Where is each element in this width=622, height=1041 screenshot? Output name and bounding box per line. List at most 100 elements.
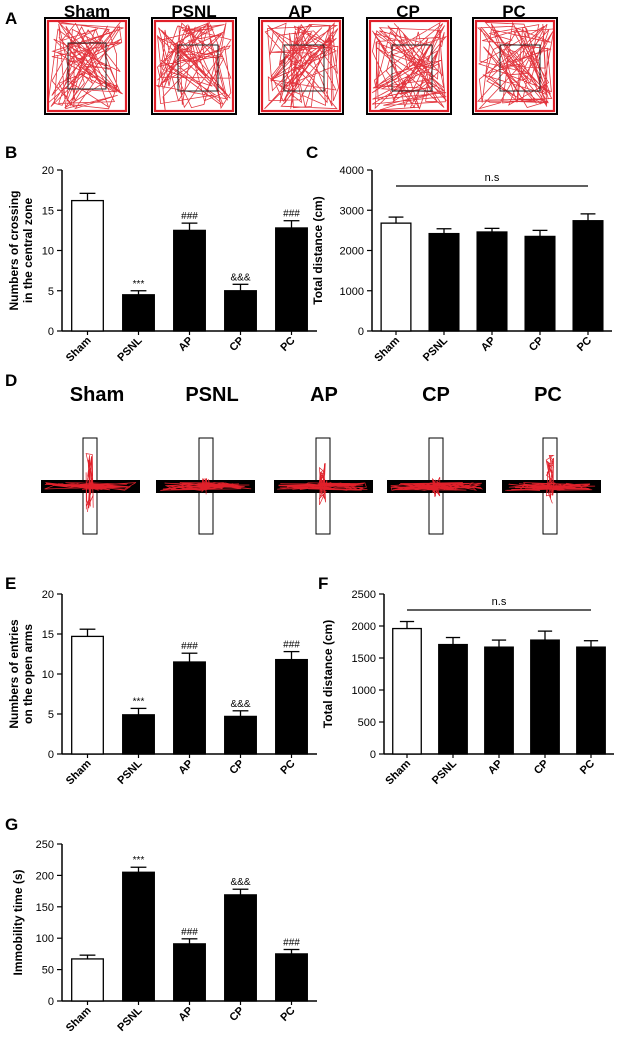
bar-cp — [530, 639, 560, 755]
bar-sham — [392, 627, 422, 755]
track-path — [47, 21, 124, 110]
open-field-track-icon — [46, 19, 128, 113]
open-field-pc: PC — [472, 2, 558, 115]
y-tick-label: 10 — [42, 246, 54, 258]
panel-letter: F — [318, 574, 328, 593]
track-wall-trace — [260, 19, 342, 113]
bar-ap — [484, 646, 514, 755]
y-tick-label: 1500 — [352, 653, 376, 665]
panel-letter: G — [5, 815, 18, 834]
track-path — [85, 453, 94, 513]
bar-ap — [173, 943, 206, 1002]
significance-label: &&& — [230, 877, 250, 888]
x-tick-label: AP — [486, 758, 505, 777]
significance-label: *** — [133, 696, 145, 707]
x-tick-label: PSNL — [421, 334, 450, 363]
plus-maze-track-icon — [505, 455, 596, 504]
open-field-label: AP — [288, 2, 312, 21]
track-path — [201, 478, 211, 495]
x-tick-label: PC — [575, 335, 594, 354]
track-path — [477, 21, 555, 110]
track-path — [318, 463, 328, 506]
y-tick-label: 100 — [36, 933, 54, 945]
track-path — [371, 21, 448, 111]
track-wall-trace — [474, 19, 556, 113]
panel-letter: E — [5, 574, 16, 593]
center-zone — [391, 44, 433, 92]
x-tick-label: PSNL — [115, 757, 144, 786]
bar-pc — [576, 646, 606, 755]
y-tick-label: 250 — [36, 839, 54, 851]
center-zone — [499, 44, 541, 92]
panel-letter-d: D — [5, 371, 17, 390]
bar-psnl — [122, 714, 155, 755]
x-tick-label: CP — [227, 335, 246, 354]
y-tick-label: 5 — [48, 286, 54, 298]
y-axis-label: Total distance (cm) — [311, 196, 325, 304]
plus-maze-sham: Sham — [41, 384, 140, 535]
bar-cp — [524, 235, 556, 332]
bar-cp — [224, 290, 257, 332]
open-field-label: PSNL — [171, 2, 216, 21]
track-path — [44, 482, 137, 491]
bar-sham — [71, 635, 104, 755]
y-tick-label: 3000 — [340, 205, 364, 217]
significance-label: ### — [181, 641, 198, 652]
track-path — [545, 455, 555, 504]
x-tick-label: Sham — [383, 757, 413, 787]
track-wall-trace — [368, 19, 450, 113]
track-wall-trace — [153, 19, 235, 113]
significance-label: &&& — [230, 699, 250, 710]
ns-label: n.s — [492, 596, 507, 608]
track-path — [277, 482, 368, 491]
panel-letter: B — [5, 143, 17, 162]
y-tick-label: 2000 — [352, 621, 376, 633]
plus-maze-label: PSNL — [185, 384, 238, 406]
y-axis-label-line: Immobility time (s) — [11, 869, 25, 975]
y-axis-label-line: Numbers of entries — [7, 619, 21, 729]
significance-label: ### — [283, 640, 300, 651]
significance-label: ### — [181, 211, 198, 222]
y-axis-label: Total distance (cm) — [321, 620, 335, 728]
x-tick-label: CP — [227, 1005, 246, 1024]
bar-sham — [71, 958, 104, 1002]
plus-maze-track-icon — [44, 453, 137, 513]
x-tick-label: PC — [278, 758, 297, 777]
bar-chart-c: C Total distance (cm) 0 1000 2000 3000 4000 Sha… — [306, 143, 612, 364]
panel-letter-a: A — [5, 9, 17, 28]
y-tick-label: 0 — [48, 749, 54, 761]
y-tick-label: 0 — [48, 996, 54, 1008]
open-field-ap: AP — [258, 2, 344, 115]
x-tick-label: Sham — [64, 334, 94, 364]
y-tick-label: 0 — [358, 326, 364, 338]
bar-psnl — [122, 871, 155, 1002]
bar-psnl — [122, 294, 155, 332]
x-tick-label: AP — [176, 758, 195, 777]
y-tick-label: 2500 — [352, 589, 376, 601]
y-tick-label: 4000 — [340, 165, 364, 177]
open-field-sham: Sham — [44, 2, 130, 115]
y-axis-label-line: on the open arms — [21, 624, 35, 724]
plus-maze-pc: PC — [502, 384, 601, 535]
plus-maze-label: CP — [422, 384, 450, 406]
significance-label: ### — [283, 209, 300, 220]
y-axis-label-line: Total distance (cm) — [321, 620, 335, 728]
y-tick-label: 10 — [42, 669, 54, 681]
open-field-cp: CP — [366, 2, 452, 115]
open-field-psnl: PSNL — [151, 2, 237, 115]
significance-label: &&& — [230, 272, 250, 283]
bar-pc — [275, 658, 308, 755]
center-zone — [283, 44, 325, 92]
arena-outline — [44, 17, 130, 115]
x-tick-label: CP — [532, 758, 551, 777]
significance-label: *** — [133, 279, 145, 290]
y-tick-label: 5 — [48, 709, 54, 721]
bar-sham — [380, 222, 412, 332]
x-tick-label: PSNL — [115, 1004, 144, 1033]
plus-maze-label: PC — [534, 384, 562, 406]
bar-sham — [71, 199, 104, 332]
bar-cp — [224, 715, 257, 755]
open-field-track-icon — [368, 19, 450, 113]
bar-chart-e: E Numbers of entrieson the open arms 0 5 10 1… — [5, 574, 317, 787]
